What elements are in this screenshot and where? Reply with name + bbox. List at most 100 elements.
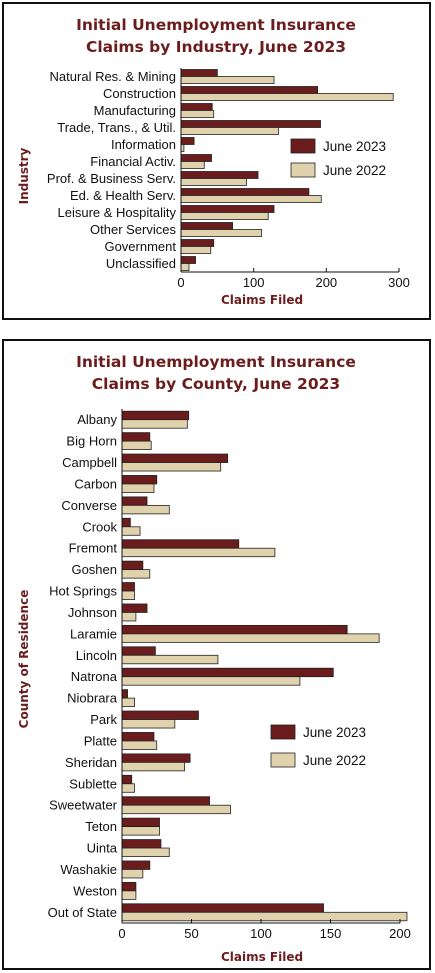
bar-june-2022 [180,246,212,254]
bar-june-2022 [121,697,135,708]
category-label: Ed. & Health Serv. [70,188,176,203]
x-tick-label: 150 [320,926,342,941]
bar-june-2023 [121,517,131,528]
x-tick-label: 200 [389,926,411,941]
bar-june-2023 [180,154,212,162]
bar-june-2022 [180,263,190,271]
bar-june-2023 [121,646,156,656]
category-label: Hot Springs [49,584,117,599]
industry-chart-panel: Initial Unemployment Insurance Claims by… [2,2,431,320]
bar-june-2023 [180,120,321,128]
chart-title-line-1: Initial Unemployment Insurance [76,353,356,371]
bar-june-2022 [121,890,137,900]
category-label: Carbon [74,476,117,491]
bar-june-2022 [121,804,231,815]
category-label: Sweetwater [49,798,118,813]
category-label: Government [104,239,176,254]
bar-june-2022 [121,504,170,515]
x-axis-title: Claims Filed [221,950,303,964]
bar-june-2022 [180,161,205,169]
category-label: Washakie [60,862,117,877]
bar-june-2023 [121,732,155,742]
bar-june-2022 [121,612,137,622]
x-tick-label: 100 [243,275,265,290]
bar-marks: Natural Res. & Mining Construction Manufac… [47,68,410,290]
bar-june-2022 [180,195,322,203]
bar-june-2022 [121,719,176,729]
category-label: Lincoln [76,648,117,663]
legend-label: June 2023 [303,725,366,740]
bar-june-2023 [180,188,310,196]
bar-june-2023 [180,239,215,247]
chart-title-line-2: Claims by Industry, June 2023 [86,38,346,56]
bar-june-2022 [121,462,222,472]
category-label: Out of State [48,905,117,920]
category-label: Sublette [69,776,117,791]
bar-june-2022 [121,526,141,536]
category-label: Fremont [69,541,118,556]
category-label: Platte [84,733,117,748]
category-label: Sheridan [65,755,117,770]
bar-june-2022 [121,740,158,750]
bar-june-2023 [121,410,190,421]
x-tick-label: 100 [250,926,272,941]
bar-june-2023 [121,432,151,442]
y-axis-title: Industry [17,147,31,204]
category-label: Natrona [71,669,118,684]
x-axis-title: Claims Filed [221,293,303,307]
category-label: Leisure & Hospitality [58,205,177,220]
legend-swatch-june-2023 [290,138,316,154]
bar-june-2022 [121,440,152,451]
bar-june-2022 [121,761,185,772]
y-axis-title: County of Residence [17,590,31,729]
county-chart: Initial Unemployment Insurance Claims by… [17,353,411,964]
bar-june-2022 [180,76,275,84]
category-label: Trade, Trans., & Util. [57,120,176,135]
bar-june-2022 [121,654,219,665]
bar-june-2023 [121,903,324,913]
bar-june-2022 [180,127,279,135]
bar-june-2022 [121,783,135,793]
bar-june-2023 [180,137,195,145]
bar-june-2023 [121,667,334,678]
bar-june-2022 [180,229,263,237]
category-label: Financial Activ. [90,154,176,169]
bar-june-2023 [121,839,162,849]
category-label: Albany [77,412,117,427]
category-label: Manufacturing [94,103,176,118]
category-label: Converse [61,498,117,513]
category-label: Park [90,712,117,727]
x-tick-label: 0 [177,275,184,290]
legend-label: June 2023 [323,139,386,154]
bar-june-2023 [121,774,133,785]
category-label: Crook [82,519,117,534]
bar-june-2022 [121,547,276,558]
category-label: Weston [73,883,117,898]
category-label: Teton [85,819,117,834]
bar-june-2023 [180,256,196,264]
bar-june-2023 [121,582,135,592]
category-label: Prof. & Business Serv. [47,171,176,186]
bar-june-2022 [121,419,188,429]
category-label: Information [111,137,176,152]
bar-june-2023 [180,103,213,111]
bar-june-2022 [121,911,408,922]
bar-june-2022 [180,178,247,186]
category-label: Campbell [62,455,117,470]
category-label: Goshen [71,562,117,577]
bar-june-2022 [121,676,301,686]
bar-june-2023 [121,710,199,720]
bar-june-2023 [121,560,144,571]
category-label: Johnson [68,605,117,620]
legend-label: June 2022 [303,753,366,768]
bar-june-2023 [121,860,151,870]
bar-june-2023 [121,881,137,892]
bar-june-2022 [121,590,135,600]
x-tick-label: 0 [118,926,125,941]
county-chart-panel: Initial Unemployment Insurance Claims by… [2,339,431,970]
bar-june-2023 [180,86,319,94]
chart-title-line-1: Initial Unemployment Insurance [76,16,356,34]
category-label: Big Horn [66,434,117,449]
bar-june-2023 [180,171,259,179]
bar-june-2022 [121,869,144,879]
